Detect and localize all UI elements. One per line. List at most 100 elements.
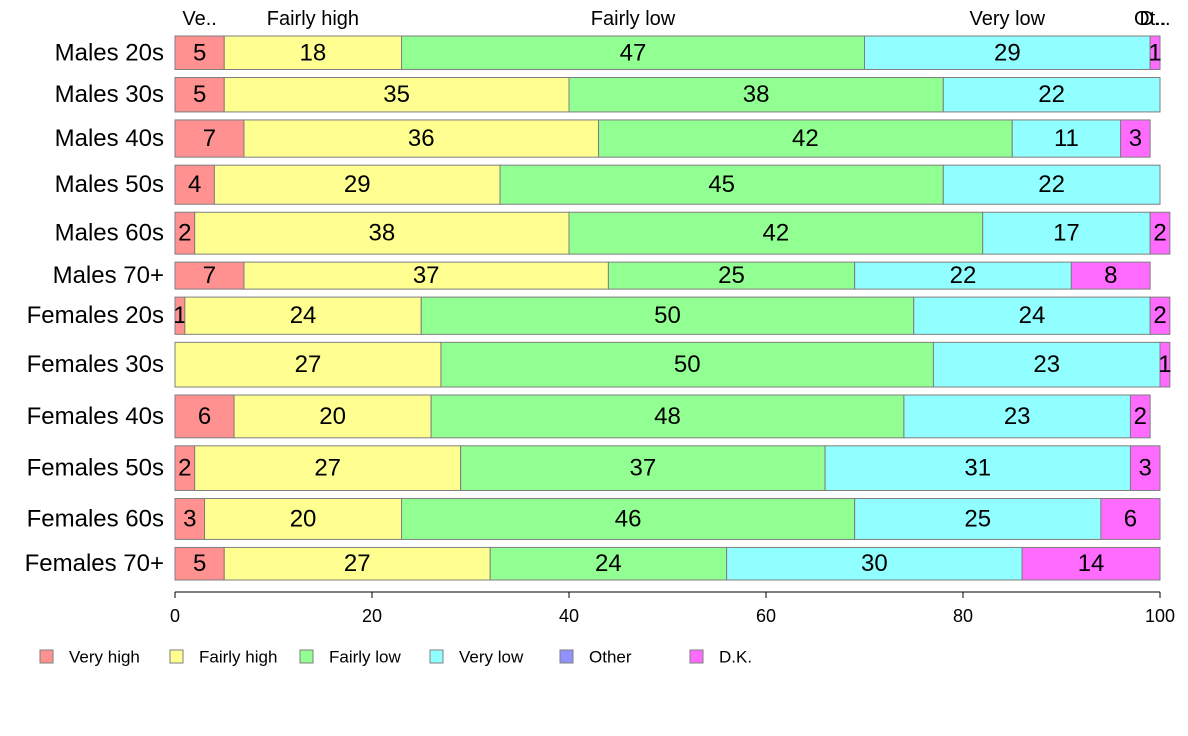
data-label: 4 [188, 171, 201, 198]
data-label: 50 [674, 351, 701, 378]
data-label: 5 [193, 550, 206, 577]
legend-item-other: Other [559, 648, 632, 667]
data-label: 2 [178, 455, 191, 482]
legend-swatch [429, 649, 444, 664]
bar-segment-very-low [854, 497, 1102, 540]
legend-label: Very high [69, 648, 140, 667]
bar-segment-d-k [1070, 261, 1151, 290]
data-label: 2 [1153, 302, 1166, 329]
data-label: 27 [314, 455, 341, 482]
data-label: 2 [1153, 220, 1166, 247]
data-label: 31 [964, 455, 991, 482]
row-label: Females 50s [27, 455, 164, 482]
data-label: 1 [1158, 351, 1171, 378]
bar-segment-fairly-low [598, 119, 1013, 158]
bar-segment-very-low [982, 211, 1151, 255]
data-label: 8 [1104, 262, 1117, 289]
bar-segment-d-k [1129, 394, 1151, 439]
bar-segment-very-high [174, 394, 235, 439]
bar-segment-fairly-low [489, 546, 728, 581]
data-label: 22 [950, 262, 977, 289]
row-label: Males 20s [55, 39, 164, 66]
top-category-label-other: Ot.. [1134, 8, 1166, 30]
data-label: 42 [762, 220, 789, 247]
data-label: 3 [1129, 125, 1142, 152]
bar-segment-fairly-low [430, 394, 905, 439]
bar-segment-d-k [1021, 546, 1161, 581]
bar-segment-fairly-high [223, 546, 491, 581]
x-tick-label: 100 [1145, 606, 1175, 626]
bar-row-females-50s: Females 50s 2 27 37 31 3 [27, 445, 1161, 491]
data-label: 11 [1054, 125, 1079, 152]
bar-segment-very-high [174, 119, 245, 158]
top-category-label-fairly-high: Fairly high [267, 8, 359, 30]
bar-segment-very-low [942, 77, 1161, 113]
bar-segment-fairly-high [184, 296, 422, 335]
data-label: 38 [743, 81, 770, 108]
data-label: 37 [413, 262, 440, 289]
bar-segment-d-k [1159, 341, 1171, 388]
legend-swatch [169, 649, 184, 664]
data-label: 14 [1078, 550, 1105, 577]
legend-swatch [299, 649, 314, 664]
bar-segment-fairly-low [401, 497, 856, 540]
bar-segment-fairly-high [194, 445, 462, 491]
bar-row-females-70: Females 70+ 5 27 24 30 14 [25, 546, 1161, 581]
x-axis: 0 20 40 60 80 100 [170, 591, 1175, 626]
bar-segment-fairly-high [223, 77, 570, 113]
bar-row-males-50s: Males 50s 4 29 45 22 [55, 164, 1161, 205]
data-label: 23 [1033, 351, 1060, 378]
bar-row-males-40s: Males 40s 7 36 42 11 3 [55, 119, 1151, 158]
bar-segment-fairly-low [499, 164, 944, 205]
bar-segment-d-k [1129, 445, 1161, 491]
top-category-labels: Ve.. Fairly high Fairly low Very low Ot..D..… [182, 8, 1170, 30]
bar-segment-fairly-low [607, 261, 856, 290]
bar-segment-very-high [174, 261, 245, 290]
top-category-label-d-k: D... [1140, 8, 1171, 30]
bar-segment-very-low [1011, 119, 1122, 158]
bar-segment-very-low [913, 296, 1151, 335]
bar-segment-very-low [824, 445, 1131, 491]
data-label: 24 [1019, 302, 1046, 329]
data-label: 20 [290, 505, 317, 532]
legend-item-very-high: Very high [39, 648, 140, 667]
data-label: 5 [193, 81, 206, 108]
data-label: 45 [708, 171, 735, 198]
x-tick-label: 80 [953, 606, 973, 626]
bar-segment-fairly-high [223, 35, 403, 71]
data-label: 38 [368, 220, 395, 247]
bar-row-males-60s: Males 60s 2 38 42 17 2 [55, 211, 1171, 255]
data-label: 20 [319, 403, 346, 430]
bar-row-females-40s: Females 40s 6 20 48 23 2 [27, 394, 1151, 439]
legend: Very high Fairly high Fairly low Very low Ot… [39, 648, 752, 667]
x-tick-label: 40 [559, 606, 579, 626]
data-label: 50 [654, 302, 681, 329]
legend-label: Other [589, 648, 632, 667]
data-label: 2 [1134, 403, 1147, 430]
bar-segment-very-low [903, 394, 1131, 439]
bar-segment-fairly-low [568, 211, 984, 255]
data-label: 1 [1148, 39, 1161, 66]
data-label: 6 [1124, 505, 1137, 532]
x-tick-label: 20 [362, 606, 382, 626]
data-label: 46 [615, 505, 642, 532]
data-label: 27 [295, 351, 322, 378]
bar-segment-d-k [1120, 119, 1151, 158]
bar-segment-d-k [1149, 296, 1171, 335]
row-label: Females 60s [27, 505, 164, 532]
bar-segment-very-low [932, 341, 1161, 388]
bar-segment-fairly-high [204, 497, 403, 540]
legend-item-d-k: D.K. [689, 648, 752, 667]
data-label: 27 [344, 550, 371, 577]
data-label: 7 [203, 262, 216, 289]
data-label: 36 [408, 125, 435, 152]
bar-row-females-30s: Females 30s 27 50 23 1 [27, 341, 1172, 388]
top-category-label-fairly-low: Fairly low [591, 8, 676, 30]
row-label: Females 30s [27, 351, 164, 378]
data-label: 25 [964, 505, 991, 532]
bar-segment-very-low [854, 261, 1072, 290]
bar-row-males-30s: Males 30s 5 35 38 22 [55, 77, 1161, 113]
row-label: Females 20s [27, 302, 164, 329]
data-label: 3 [183, 505, 196, 532]
